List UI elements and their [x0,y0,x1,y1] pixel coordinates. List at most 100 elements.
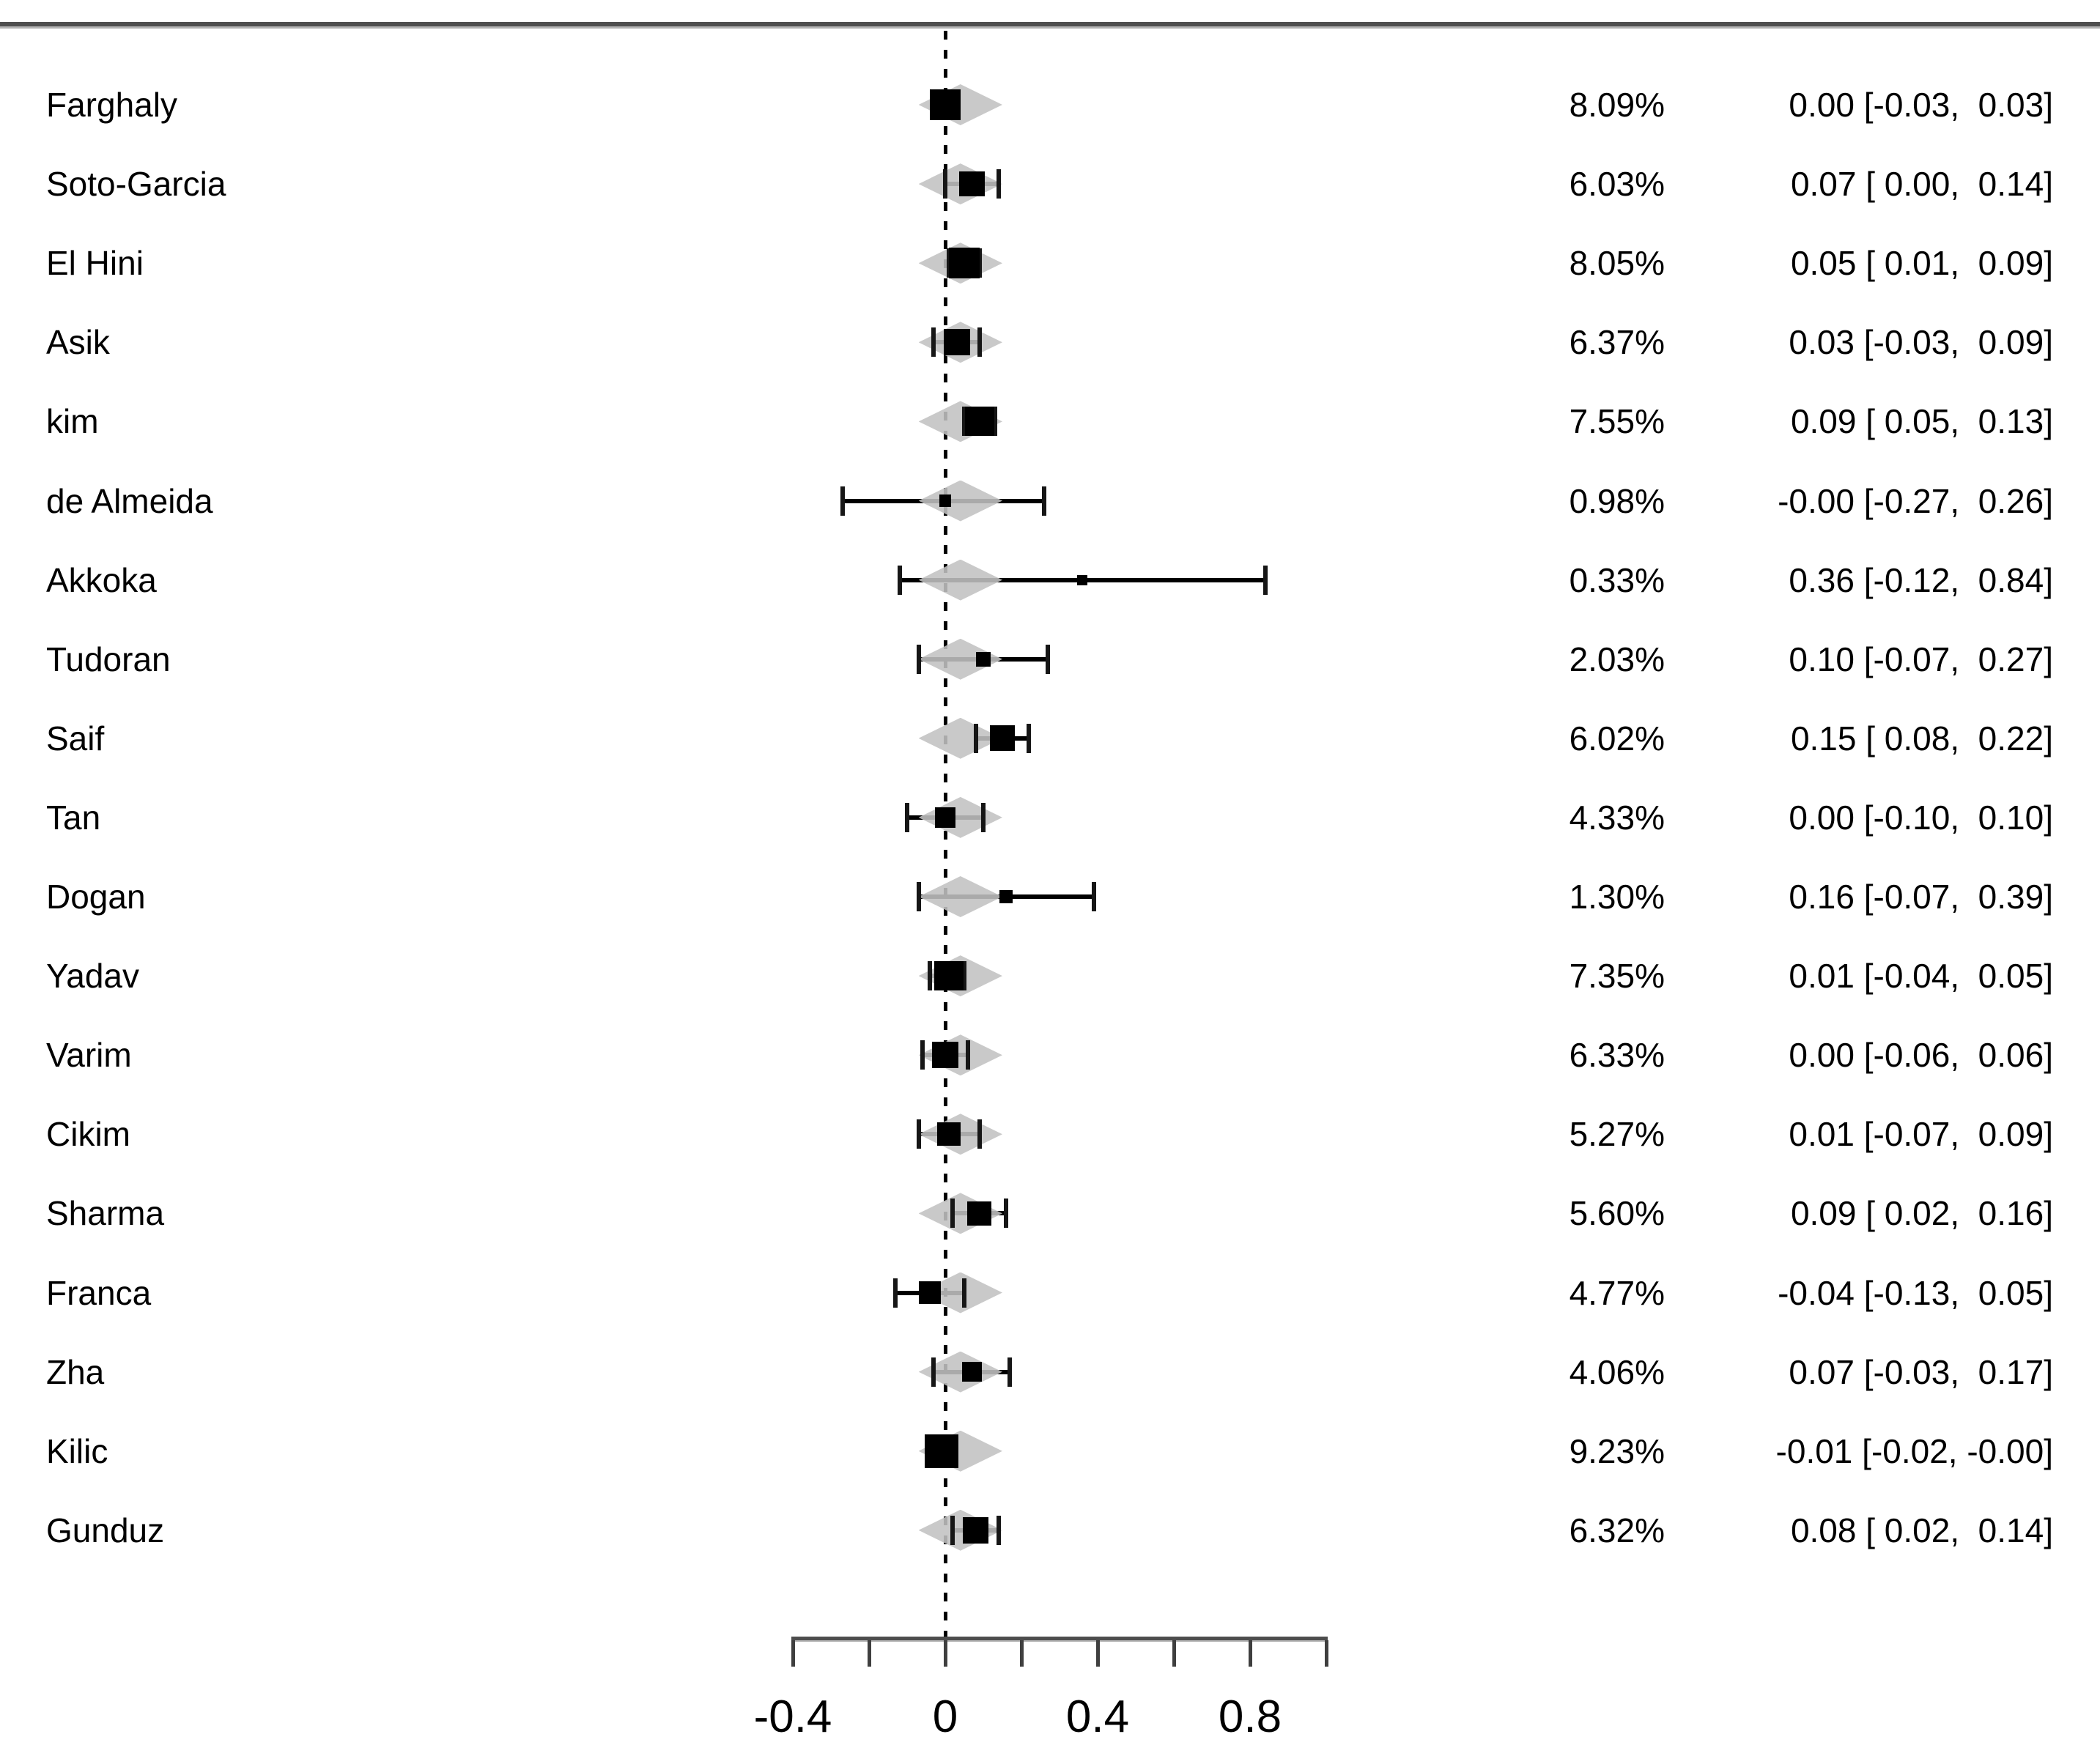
point-estimate-square [962,1516,989,1544]
point-estimate-square [919,1281,942,1304]
reference-diamond [918,559,1002,601]
whisker-cap-right [992,407,997,437]
weight-value: 7.55% [1569,402,1665,441]
weight-value: 8.09% [1569,86,1665,124]
whisker-cap-right [977,327,982,358]
whisker-cap-right [1004,1199,1009,1229]
study-label: Tudoran [46,640,171,678]
weight-value: 4.33% [1569,798,1665,837]
whisker-cap-right [1091,882,1096,911]
point-estimate-square [961,1361,983,1382]
whisker-cap-right [981,802,986,832]
weight-value: 6.32% [1569,1511,1665,1549]
study-label: Farghaly [46,86,177,124]
whisker-cap-right [1027,723,1032,753]
x-axis-tick-label: 0.4 [1065,1692,1130,1742]
point-estimate-square [975,651,991,667]
point-estimate-square [949,248,980,279]
whisker-cap-right [1008,1357,1013,1387]
weight-value: 4.06% [1569,1352,1665,1391]
estimate-annotation: 0.07 [-0.03, 0.17] [1789,1352,2053,1391]
point-estimate-square [934,807,956,829]
estimate-annotation: 0.09 [ 0.05, 0.13] [1790,402,2053,441]
weight-value: 2.03% [1569,640,1665,678]
weight-value: 6.02% [1569,719,1665,757]
weight-value: 1.30% [1569,878,1665,916]
study-label: Zha [46,1352,105,1391]
study-label: de Almeida [46,481,213,520]
point-estimate-square [924,1434,958,1468]
study-label: Kilic [46,1431,108,1470]
point-estimate-square [999,890,1013,903]
whisker-cap-left [916,882,921,911]
weight-value: 6.37% [1569,323,1665,362]
point-estimate-square [939,494,952,507]
x-axis-tick [1095,1640,1100,1667]
whisker-cap-left [950,1515,955,1545]
x-axis-tick [943,1640,947,1667]
study-label: Franca [46,1273,152,1312]
study-label: Yadav [46,957,140,996]
x-axis-tick-label: 0 [932,1692,958,1742]
whisker-cap-left [893,1278,898,1308]
top-rule [0,22,2100,26]
point-estimate-square [932,1042,958,1069]
point-estimate-square [934,961,964,990]
weight-value: 4.77% [1569,1273,1665,1312]
estimate-annotation: 0.08 [ 0.02, 0.14] [1790,1511,2053,1549]
study-label: Cikim [46,1115,130,1154]
x-axis-tick [1324,1640,1328,1667]
x-axis-tick [1019,1640,1024,1667]
weight-value: 6.33% [1569,1036,1665,1075]
estimate-annotation: -0.04 [-0.13, 0.05] [1778,1273,2053,1312]
whisker-cap-left [943,169,947,199]
x-axis-line-shadow [791,1640,1328,1642]
whisker-cap-right [966,1040,971,1070]
whisker-cap-right [1046,644,1051,674]
study-label: kim [46,402,99,441]
point-estimate-square [964,407,994,437]
estimate-annotation: 0.03 [-0.03, 0.09] [1789,323,2053,362]
whisker-cap-left [928,961,933,991]
whisker-cap-right [996,1515,1001,1545]
whisker-cap-left [920,1040,925,1070]
weight-value: 5.60% [1569,1194,1665,1233]
whisker-cap-left [840,486,845,516]
whisker-cap-right [977,1119,982,1149]
reference-diamond [918,1034,1002,1076]
estimate-annotation: -0.00 [-0.27, 0.26] [1778,481,2053,520]
whisker-cap-left [973,723,978,753]
study-label: Saif [46,719,105,757]
study-label: Varim [46,1036,132,1075]
weight-value: 5.27% [1569,1115,1665,1154]
zero-reference-line [943,31,947,1639]
reference-diamond [918,876,1002,917]
estimate-annotation: 0.01 [-0.04, 0.05] [1789,957,2053,996]
point-estimate-square [989,725,1016,752]
reference-diamond [918,796,1002,838]
whisker-cap-right [1042,486,1047,516]
point-estimate-square [943,329,970,356]
x-axis-tick [791,1640,795,1667]
whisker-cap-left [950,1199,955,1229]
whisker-cap-left [916,644,921,674]
study-label: Akkoka [46,560,157,599]
whisker-cap-left [962,407,966,437]
x-axis-tick-label: 0.8 [1218,1692,1282,1742]
point-estimate-square [937,1122,961,1146]
weight-value: 7.35% [1569,957,1665,996]
reference-diamond [918,1509,1002,1551]
estimate-annotation: 0.07 [ 0.00, 0.14] [1790,165,2053,204]
estimate-annotation: 0.05 [ 0.01, 0.09] [1790,244,2053,283]
reference-diamond [918,480,1002,522]
point-estimate-square [929,89,961,121]
study-label: El Hini [46,244,144,283]
study-label: Tan [46,798,101,837]
whisker-cap-right [962,1278,966,1308]
study-label: Sharma [46,1194,165,1233]
x-axis-tick [1248,1640,1252,1667]
weight-value: 0.98% [1569,481,1665,520]
weight-value: 0.33% [1569,560,1665,599]
estimate-annotation: 0.16 [-0.07, 0.39] [1789,878,2053,916]
